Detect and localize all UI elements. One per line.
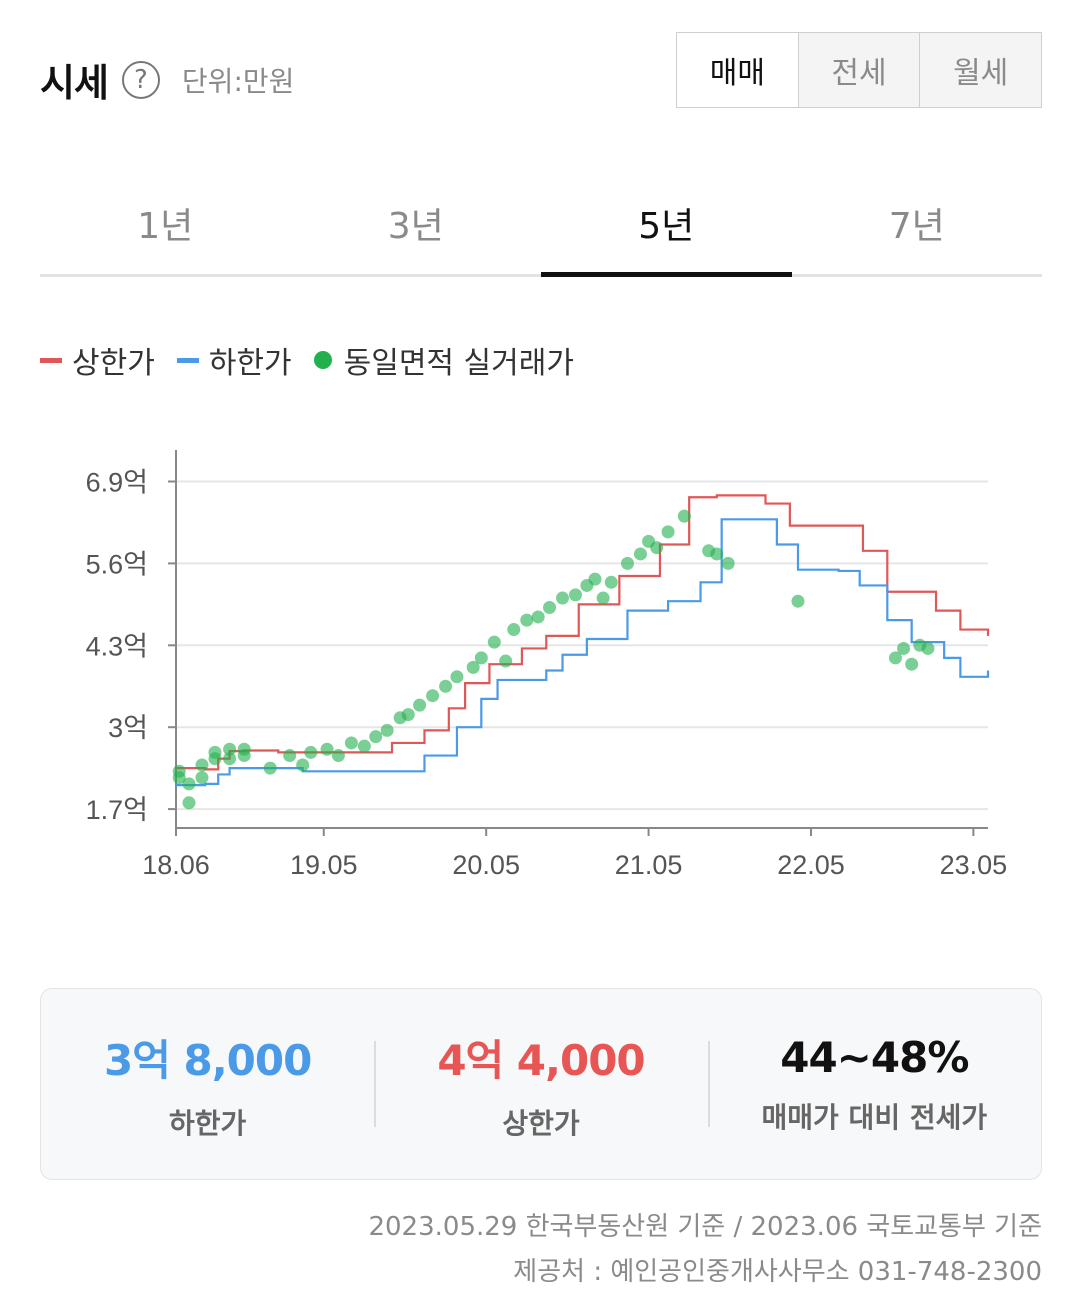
trade-type-jeonse[interactable]: 전세 [797, 33, 920, 107]
deal-point [369, 730, 383, 744]
y-tick-label: 4.3억 [86, 631, 148, 661]
y-tick-label: 1.7억 [86, 795, 148, 825]
trade-type-toggle: 매매 전세 월세 [676, 32, 1042, 108]
deal-point [401, 708, 415, 722]
deal-point [569, 588, 583, 602]
provider-note: 제공처 : 예인공인중개사사무소 031-748-2300 [513, 1257, 1042, 1287]
legend-upper: 상한가 [40, 338, 155, 382]
deal-point [208, 752, 222, 766]
deal-point [283, 749, 297, 763]
legend-lower-label: 하한가 [208, 346, 292, 381]
upper-price-value: 4억 4,000 [437, 1035, 645, 1085]
jeonse-ratio-value: 44~48% [780, 1032, 969, 1082]
tab-7-year[interactable]: 7년 [888, 206, 945, 247]
summary-upper: 4억 4,000 상한가 [374, 989, 707, 1179]
deal-point [223, 752, 237, 766]
deal-point [677, 509, 691, 523]
deal-point [543, 601, 557, 614]
y-tick-label: 6.9억 [86, 468, 148, 498]
trade-type-monthly[interactable]: 월세 [919, 33, 1042, 107]
deal-point [661, 525, 675, 539]
deal-point [195, 758, 209, 772]
deal-point [921, 641, 935, 655]
deal-point [263, 761, 277, 775]
lower-price-value: 3억 8,000 [103, 1035, 312, 1085]
deal-point [331, 749, 345, 763]
lower-price-label: 하한가 [169, 1106, 247, 1140]
deal-point [596, 591, 610, 605]
deal-point [172, 764, 186, 778]
deal-point [487, 635, 501, 649]
unit-label: 단위:만원 [181, 64, 295, 98]
x-tick-label: 22.05 [777, 850, 845, 880]
chart-legend: 상한가 하한가 동일면적 실거래가 [40, 338, 596, 382]
x-tick-label: 21.05 [615, 850, 683, 880]
deal-point [182, 777, 196, 791]
deal-point [426, 689, 440, 703]
page-title: 시세 [40, 61, 109, 105]
deal-point [450, 670, 464, 684]
legend-lower-swatch [176, 357, 199, 363]
deal-point [633, 547, 647, 561]
legend-upper-swatch [40, 357, 62, 363]
y-tick-label: 3억 [108, 713, 148, 743]
deal-point [507, 623, 521, 637]
deal-point [380, 723, 394, 737]
deal-point [531, 610, 545, 624]
deal-point [897, 641, 911, 655]
deal-point [520, 613, 534, 627]
deal-point [466, 660, 480, 674]
deal-point [296, 758, 310, 772]
tab-3-year[interactable]: 3년 [387, 206, 444, 247]
tab-1-year[interactable]: 1년 [137, 206, 194, 247]
deal-point [320, 742, 334, 756]
deal-point [710, 547, 724, 561]
deal-point [344, 736, 358, 750]
deal-point [223, 742, 237, 756]
deal-point [556, 591, 570, 605]
x-tick-label: 19.05 [290, 850, 358, 880]
summary-jeonse-ratio: 44~48% 매매가 대비 전세가 [707, 989, 1041, 1179]
legend-deals-label: 동일면적 실거래가 [343, 346, 574, 381]
upper-price-line [176, 494, 990, 771]
upper-price-label: 상한가 [502, 1106, 580, 1140]
deal-point [499, 654, 513, 668]
x-tick-label: 23.05 [940, 850, 1008, 880]
jeonse-ratio-label: 매매가 대비 전세가 [761, 1100, 988, 1134]
deal-point [182, 796, 196, 810]
deal-point [791, 594, 805, 608]
tab-5-year[interactable]: 5년 [541, 185, 792, 277]
deal-point [888, 651, 902, 665]
deal-point [588, 572, 602, 586]
price-chart[interactable]: 1.7억 3억 4.3억 5.6억 6.9억 18.06 19.05 20.05 21.05 22… [0, 420, 1080, 900]
deal-point [620, 556, 634, 570]
trade-type-sale[interactable]: 매매 [677, 33, 798, 107]
legend-deals-swatch [313, 351, 332, 369]
data-basis-note: 2023.05.29 한국부동산원 기준 / 2023.06 국토교통부 기준 [368, 1212, 1042, 1242]
summary-lower: 3억 8,000 하한가 [41, 989, 374, 1179]
deal-point [237, 742, 251, 756]
deal-point [304, 745, 318, 759]
legend-lower: 하한가 [176, 338, 292, 382]
x-tick-label: 20.05 [452, 850, 520, 880]
deal-point [721, 556, 735, 570]
deal-point [413, 698, 427, 712]
deal-point [650, 541, 664, 555]
legend-deals: 동일면적 실거래가 [313, 338, 574, 382]
x-tick-label: 18.06 [142, 850, 210, 880]
price-header: 시세 ? 단위:만원 [40, 52, 294, 107]
price-summary: 3억 8,000 하한가 4억 4,000 상한가 44~48% 매매가 대비 … [40, 988, 1042, 1180]
deal-point [195, 771, 209, 785]
deal-point [439, 679, 453, 693]
deal-point [357, 739, 371, 753]
period-tabs: 1년 3년 5년 7년 [40, 185, 1042, 277]
deal-point [474, 651, 488, 665]
lower-price-line [176, 518, 990, 787]
legend-upper-label: 상한가 [72, 346, 155, 381]
deal-point [604, 575, 618, 589]
y-tick-label: 5.6억 [86, 549, 148, 579]
question-circle-icon[interactable]: ? [121, 60, 160, 99]
deal-point [905, 657, 919, 671]
